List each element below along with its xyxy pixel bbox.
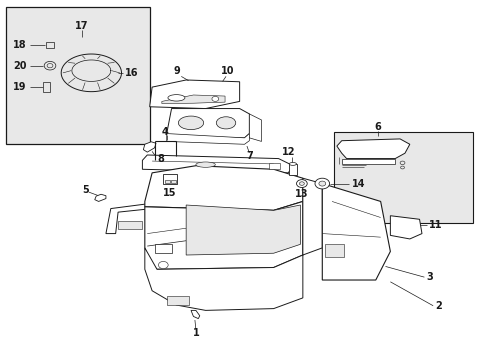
Bar bbox=[6, 7, 149, 144]
Text: 15: 15 bbox=[163, 188, 177, 198]
Ellipse shape bbox=[178, 116, 203, 130]
Ellipse shape bbox=[167, 95, 184, 101]
Polygon shape bbox=[144, 202, 302, 269]
Polygon shape bbox=[144, 248, 302, 310]
Bar bbox=[166, 296, 188, 305]
Text: 16: 16 bbox=[125, 68, 139, 78]
Circle shape bbox=[211, 96, 218, 102]
Bar bbox=[118, 221, 142, 229]
Polygon shape bbox=[191, 310, 200, 319]
Polygon shape bbox=[389, 216, 421, 239]
Text: 1: 1 bbox=[192, 328, 199, 338]
Ellipse shape bbox=[196, 162, 215, 167]
Text: 19: 19 bbox=[13, 82, 27, 92]
Text: 20: 20 bbox=[13, 61, 27, 71]
Bar bbox=[268, 163, 279, 169]
Polygon shape bbox=[143, 142, 156, 152]
Bar bbox=[163, 174, 177, 184]
Circle shape bbox=[296, 180, 306, 188]
Polygon shape bbox=[302, 178, 322, 255]
Text: 5: 5 bbox=[82, 185, 89, 195]
Circle shape bbox=[44, 62, 56, 70]
Polygon shape bbox=[106, 203, 181, 234]
Polygon shape bbox=[149, 80, 239, 109]
Polygon shape bbox=[166, 134, 249, 144]
Circle shape bbox=[299, 182, 304, 185]
Text: 12: 12 bbox=[281, 147, 294, 157]
Bar bbox=[43, 82, 50, 93]
Circle shape bbox=[318, 181, 325, 186]
Polygon shape bbox=[341, 158, 394, 164]
Text: 14: 14 bbox=[351, 179, 364, 189]
Ellipse shape bbox=[216, 117, 235, 129]
Text: 13: 13 bbox=[295, 189, 308, 199]
Circle shape bbox=[314, 178, 329, 189]
Bar bbox=[154, 244, 171, 253]
Text: 6: 6 bbox=[374, 122, 381, 132]
Bar bbox=[171, 180, 176, 183]
Text: 9: 9 bbox=[173, 66, 180, 76]
Bar bbox=[324, 244, 344, 257]
Ellipse shape bbox=[288, 162, 296, 165]
Polygon shape bbox=[142, 155, 292, 173]
Text: 11: 11 bbox=[428, 220, 442, 230]
Bar bbox=[46, 42, 54, 48]
Bar bbox=[165, 180, 170, 183]
Text: 18: 18 bbox=[13, 40, 27, 50]
Polygon shape bbox=[166, 109, 249, 138]
Polygon shape bbox=[144, 166, 302, 210]
Text: 8: 8 bbox=[157, 154, 163, 163]
Text: 2: 2 bbox=[435, 301, 442, 311]
Polygon shape bbox=[288, 164, 296, 175]
Circle shape bbox=[400, 166, 404, 169]
Circle shape bbox=[47, 64, 53, 68]
Polygon shape bbox=[162, 95, 224, 104]
Text: 3: 3 bbox=[426, 272, 433, 282]
Polygon shape bbox=[322, 184, 389, 280]
Text: 17: 17 bbox=[75, 21, 88, 31]
Text: 4: 4 bbox=[162, 127, 168, 137]
Bar bbox=[334, 132, 472, 223]
Circle shape bbox=[399, 161, 404, 165]
Text: 10: 10 bbox=[220, 66, 234, 76]
Polygon shape bbox=[336, 139, 409, 158]
Text: 7: 7 bbox=[245, 151, 252, 161]
Circle shape bbox=[158, 261, 168, 269]
Polygon shape bbox=[95, 194, 106, 202]
Polygon shape bbox=[186, 205, 300, 255]
Polygon shape bbox=[249, 114, 261, 141]
